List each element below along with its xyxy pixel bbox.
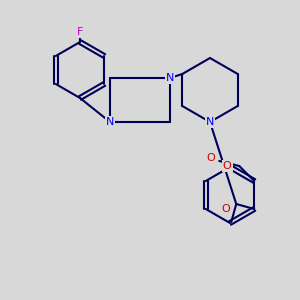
Text: O: O xyxy=(223,161,232,171)
Text: N: N xyxy=(206,117,214,127)
Text: F: F xyxy=(77,27,83,37)
Text: N: N xyxy=(166,73,174,83)
Text: N: N xyxy=(106,117,114,127)
Text: O: O xyxy=(222,204,231,214)
Text: O: O xyxy=(207,153,216,163)
